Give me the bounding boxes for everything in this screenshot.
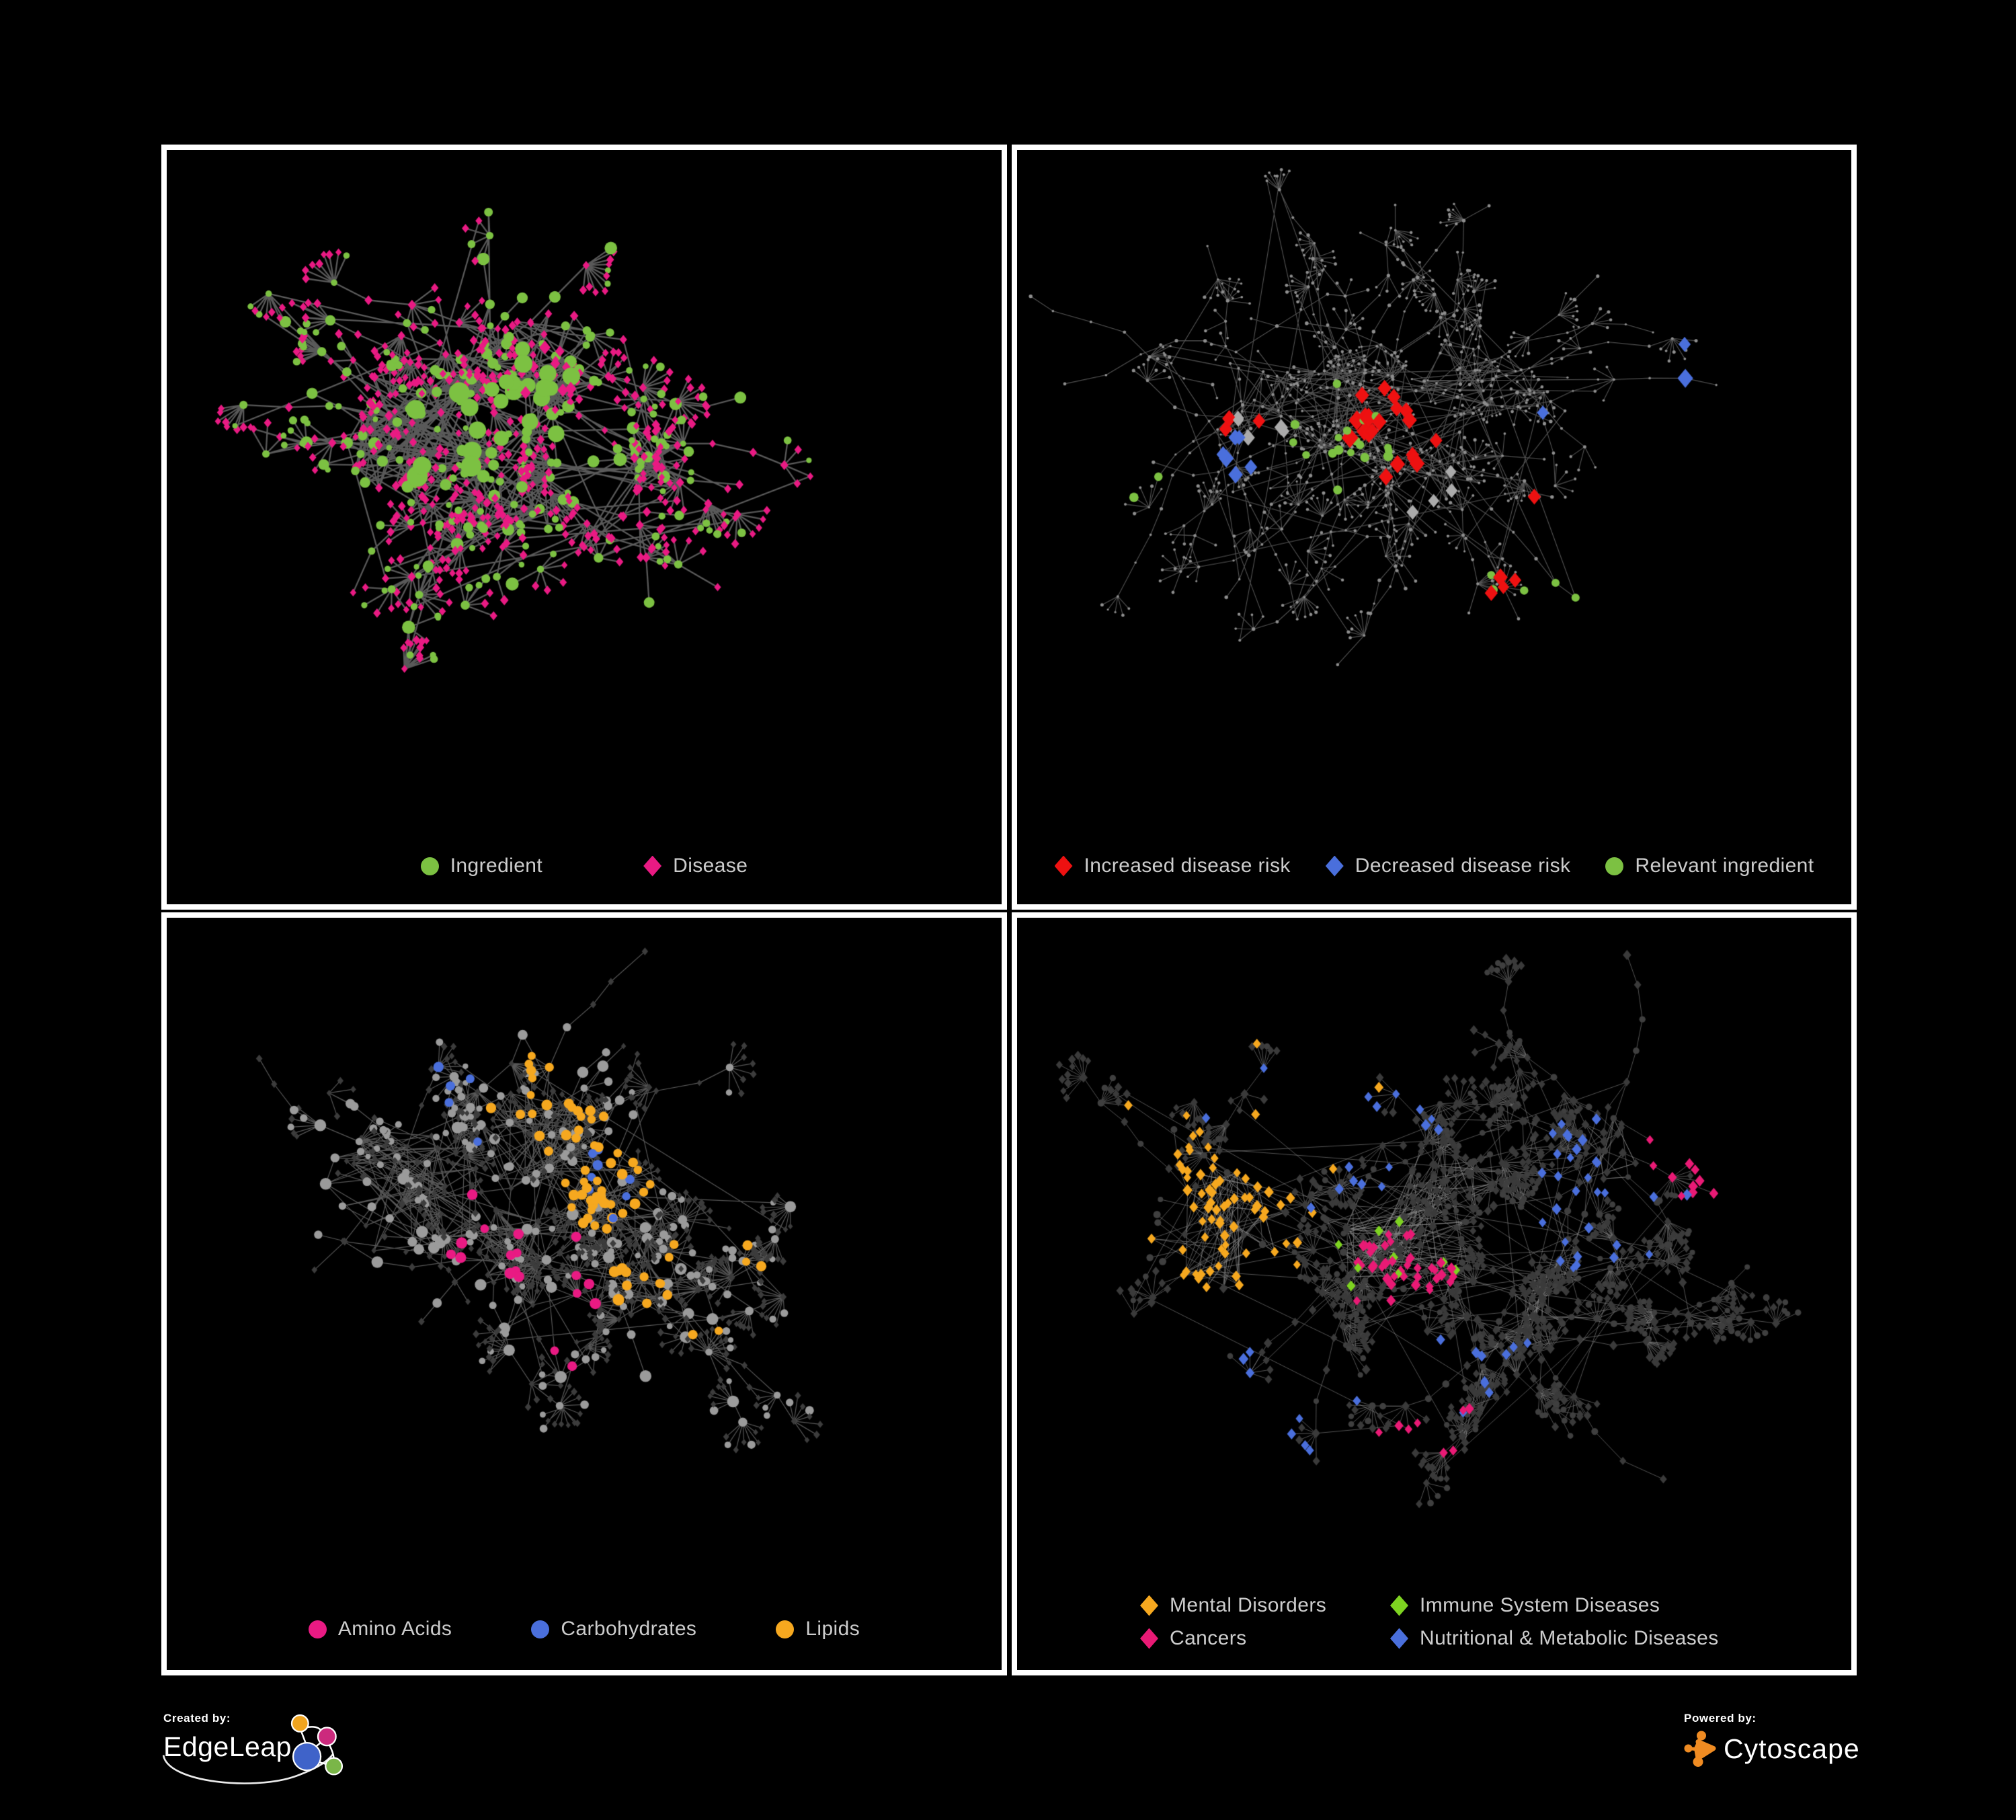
- legend-label: Immune System Diseases: [1420, 1594, 1660, 1616]
- powered-by-label: Powered by:: [1684, 1712, 1757, 1725]
- panel-nutrient-class-network: Amino Acids Carbohydrates Lipids: [161, 912, 1007, 1675]
- cytoscape-logo-icon: [1684, 1731, 1716, 1767]
- nutrient-class-network-canvas: [167, 918, 1002, 1670]
- nutrient-class-legend: Amino Acids Carbohydrates Lipids: [167, 1618, 1002, 1640]
- legend-item-ingredient: Ingredient: [420, 855, 543, 877]
- edgeleap-credit: Created by: EdgeLeap: [162, 1712, 365, 1813]
- legend-item-lipids: Lipids: [776, 1618, 860, 1640]
- relevant-ingredient-marker-icon: [1605, 857, 1624, 875]
- legend-item-increased-risk: Increased disease risk: [1054, 855, 1291, 877]
- cytoscape-credit: Powered by: Cytoscape: [1684, 1712, 1886, 1813]
- lipids-marker-icon: [776, 1620, 795, 1638]
- nutritional-metabolic-marker-icon: [1390, 1628, 1408, 1649]
- legend-label: Carbohydrates: [561, 1618, 697, 1640]
- panel-disease-category-network: Mental Disorders Immune System Diseases …: [1012, 912, 1857, 1675]
- edgeleap-orange-node: [290, 1714, 309, 1733]
- edgeleap-brand-row: EdgeLeap: [162, 1714, 365, 1784]
- immune-diseases-marker-icon: [1390, 1595, 1408, 1616]
- cytoscape-brand-row: Cytoscape: [1684, 1730, 1886, 1768]
- legend-label: Amino Acids: [337, 1618, 452, 1640]
- legend-item-relevant-ingredient: Relevant ingredient: [1605, 855, 1814, 877]
- legend-item-immune-diseases: Immune System Diseases: [1390, 1594, 1719, 1617]
- edgeleap-magenta-node: [317, 1727, 337, 1747]
- legend-label: Lipids: [805, 1618, 860, 1640]
- edgeleap-wordmark: EdgeLeap: [163, 1731, 292, 1762]
- cytoscape-wordmark: Cytoscape: [1724, 1733, 1860, 1764]
- legend-label: Mental Disorders: [1170, 1594, 1327, 1616]
- legend-label: Disease: [673, 855, 748, 877]
- edgeleap-green-node: [325, 1757, 344, 1776]
- legend-item-mental-disorders: Mental Disorders: [1140, 1594, 1390, 1617]
- disease-category-network-canvas: [1017, 918, 1851, 1670]
- legend-label: Decreased disease risk: [1355, 855, 1571, 877]
- legend-item-decreased-risk: Decreased disease risk: [1325, 855, 1571, 877]
- panel-disease-risk-network: Increased disease risk Decreased disease…: [1012, 145, 1857, 910]
- legend-item-amino-acids: Amino Acids: [308, 1618, 452, 1640]
- disease-risk-legend: Increased disease risk Decreased disease…: [1017, 855, 1851, 877]
- ingredient-marker-icon: [420, 857, 439, 875]
- panel-ingredient-disease-network: Ingredient Disease: [161, 145, 1007, 910]
- legend-label: Cancers: [1170, 1627, 1247, 1649]
- legend-label: Ingredient: [450, 855, 543, 877]
- legend-item-carbohydrates: Carbohydrates: [531, 1618, 696, 1640]
- disease-risk-network-canvas: [1017, 150, 1851, 904]
- mental-disorders-marker-icon: [1140, 1595, 1158, 1616]
- legend-label: Nutritional & Metabolic Diseases: [1420, 1627, 1719, 1649]
- carbohydrates-marker-icon: [531, 1620, 550, 1638]
- legend-label: Relevant ingredient: [1635, 855, 1814, 877]
- ingredient-disease-network-canvas: [167, 150, 1002, 904]
- created-by-label: Created by:: [163, 1712, 231, 1725]
- legend-item-disease: Disease: [643, 855, 748, 877]
- disease-marker-icon: [643, 855, 662, 877]
- cancers-marker-icon: [1140, 1628, 1158, 1649]
- legend-item-cancers: Cancers: [1140, 1627, 1390, 1650]
- disease-category-legend: Mental Disorders Immune System Diseases …: [1140, 1594, 1719, 1650]
- legend-label: Increased disease risk: [1084, 855, 1291, 877]
- ingredient-disease-legend: Ingredient Disease: [167, 855, 1002, 877]
- amino-acids-marker-icon: [308, 1620, 327, 1638]
- decreased-risk-marker-icon: [1325, 855, 1344, 877]
- increased-risk-marker-icon: [1054, 855, 1073, 877]
- edgeleap-blue-node: [292, 1741, 322, 1772]
- legend-item-nutritional-metabolic: Nutritional & Metabolic Diseases: [1390, 1627, 1719, 1650]
- edgeleap-logo-icon: [162, 1714, 344, 1784]
